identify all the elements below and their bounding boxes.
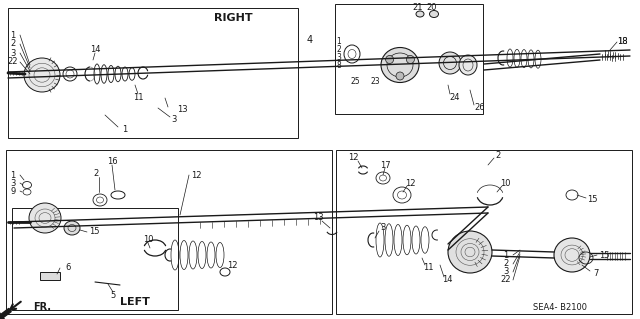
Text: 1: 1 [10,31,15,40]
Text: 3: 3 [337,54,341,63]
Text: 12: 12 [348,153,358,162]
Text: 1: 1 [10,170,15,180]
Ellipse shape [64,221,80,235]
Text: 3: 3 [503,268,509,277]
Ellipse shape [381,48,419,83]
Bar [335,4,483,114]
Text: 23: 23 [370,78,380,86]
Ellipse shape [439,52,461,74]
Text: 4: 4 [307,35,313,45]
Text: 7: 7 [593,269,598,278]
Text: 24: 24 [450,93,460,101]
Text: 15: 15 [599,250,609,259]
Text: 11: 11 [423,263,433,272]
Text: 18: 18 [617,38,627,47]
Text: 3: 3 [10,179,16,188]
Text: SEA4- B2100: SEA4- B2100 [533,303,587,313]
Text: 2: 2 [495,151,500,160]
Text: 15: 15 [89,227,99,236]
Ellipse shape [24,58,60,92]
Ellipse shape [459,55,477,75]
Text: 2: 2 [337,46,341,55]
Text: 1: 1 [337,38,341,47]
Text: 2: 2 [93,169,99,179]
Text: 12: 12 [404,179,415,188]
FancyArrow shape [0,308,11,319]
Bar [12,208,178,310]
Ellipse shape [429,11,438,18]
Text: 10: 10 [143,235,153,244]
Ellipse shape [448,231,492,273]
Bar [40,272,60,280]
Text: 5: 5 [110,292,116,300]
Text: 17: 17 [380,160,390,169]
Text: 21: 21 [413,4,423,12]
Text: 12: 12 [227,261,237,270]
Text: RIGHT: RIGHT [214,13,252,23]
Text: FR.: FR. [33,302,51,312]
Text: 16: 16 [107,158,117,167]
Text: 18: 18 [617,38,627,47]
Text: 2: 2 [10,40,15,48]
Text: 11: 11 [132,93,143,101]
Ellipse shape [29,203,61,233]
Text: 3: 3 [10,48,16,57]
Ellipse shape [406,56,414,63]
Text: LEFT: LEFT [120,297,150,307]
Text: 3: 3 [380,224,386,233]
Ellipse shape [416,11,424,17]
Ellipse shape [554,238,590,272]
Text: 22: 22 [500,276,511,285]
Text: 26: 26 [475,103,485,113]
Text: 1: 1 [504,250,509,259]
Text: 1: 1 [122,125,127,135]
Text: 6: 6 [65,263,70,272]
Text: 15: 15 [587,196,597,204]
Ellipse shape [386,56,394,63]
Text: 12: 12 [191,170,201,180]
Text: 14: 14 [90,46,100,55]
Text: 10: 10 [500,179,510,188]
Text: 8: 8 [337,62,341,70]
Ellipse shape [396,72,404,80]
Text: 20: 20 [427,4,437,12]
Text: 3: 3 [172,115,177,124]
Bar [6,150,332,314]
Text: 13: 13 [313,213,323,222]
Text: 2: 2 [504,259,509,269]
Text: 22: 22 [8,57,19,66]
Bar [8,8,298,138]
Text: 13: 13 [177,106,188,115]
Text: 25: 25 [350,78,360,86]
Text: 9: 9 [10,187,15,196]
Bar [336,150,632,314]
Text: 14: 14 [442,276,452,285]
